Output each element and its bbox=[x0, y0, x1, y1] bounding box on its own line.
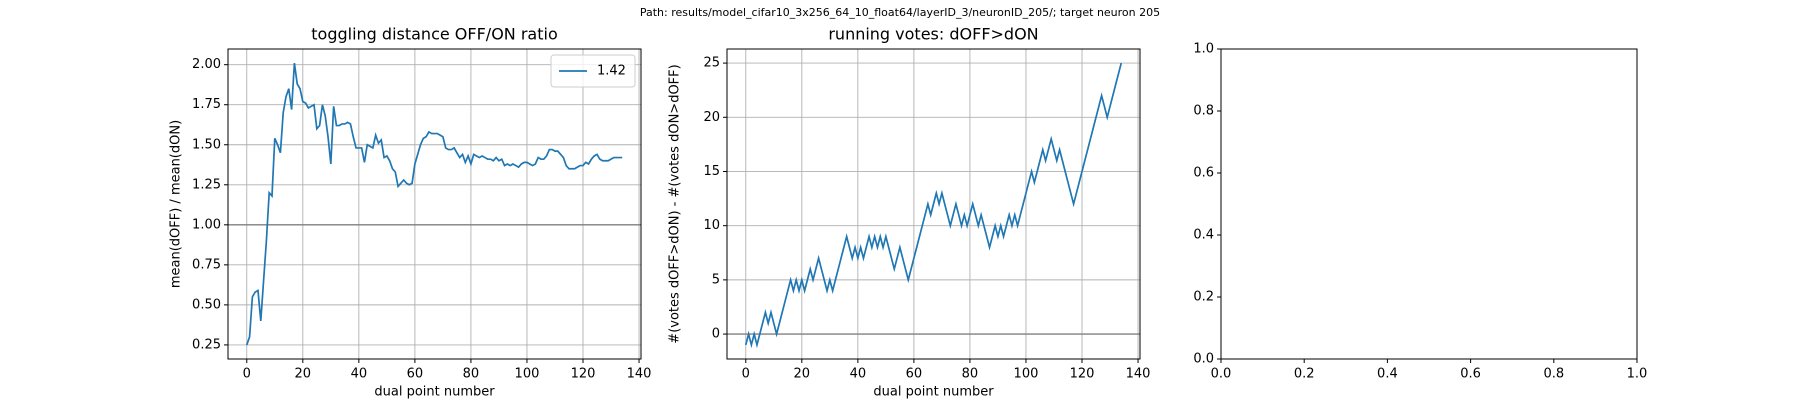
x-axis-label: dual point number bbox=[873, 385, 994, 400]
y-tick-label: 1.00 bbox=[192, 217, 221, 232]
x-tick-label: 20 bbox=[794, 367, 811, 382]
y-tick-label: 1.25 bbox=[192, 177, 221, 192]
x-tick-label: 60 bbox=[906, 367, 923, 382]
x-tick-label: 0 bbox=[742, 367, 750, 382]
y-tick-label: 5 bbox=[712, 272, 720, 287]
x-tick-label: 0.8 bbox=[1543, 367, 1564, 382]
x-tick-label: 0.6 bbox=[1460, 367, 1481, 382]
data-line bbox=[744, 62, 1123, 349]
x-tick-label: 40 bbox=[850, 367, 867, 382]
x-tick-label: 80 bbox=[962, 367, 979, 382]
y-tick-label: 0.0 bbox=[1193, 352, 1214, 367]
y-tick-label: 0.6 bbox=[1193, 166, 1214, 181]
y-tick-label: 0 bbox=[712, 327, 720, 342]
y-tick-label: 0.50 bbox=[192, 297, 221, 312]
y-tick-label: 1.75 bbox=[192, 97, 221, 112]
data-line bbox=[245, 62, 623, 346]
legend-box bbox=[550, 54, 636, 88]
y-tick-label: 0.2 bbox=[1193, 290, 1214, 305]
x-tick-label: 20 bbox=[295, 367, 312, 382]
y-tick-label: 1.0 bbox=[1193, 42, 1214, 57]
y-tick-label: 10 bbox=[703, 218, 720, 233]
suptitle: Path: results/model_cifar10_3x256_64_10_… bbox=[640, 6, 1160, 19]
axes-title: running votes: dOFF>dON bbox=[828, 25, 1038, 44]
y-tick-label: 0.25 bbox=[192, 337, 221, 352]
axes-frame bbox=[227, 48, 642, 360]
x-tick-label: 140 bbox=[627, 367, 652, 382]
axes-title: toggling distance OFF/ON ratio bbox=[311, 25, 557, 44]
x-tick-label: 0.0 bbox=[1211, 367, 1232, 382]
y-tick-label: 0.75 bbox=[192, 257, 221, 272]
x-tick-label: 1.0 bbox=[1627, 367, 1648, 382]
x-tick-label: 60 bbox=[407, 367, 424, 382]
x-tick-label: 120 bbox=[1070, 367, 1095, 382]
y-tick-label: 20 bbox=[703, 110, 720, 125]
y-tick-label: 15 bbox=[703, 164, 720, 179]
y-tick-label: 0.4 bbox=[1193, 228, 1214, 243]
x-tick-label: 40 bbox=[351, 367, 368, 382]
y-axis-label: #(votes dOFF>dON) - #(votes dON>dOFF) bbox=[668, 64, 683, 343]
axes-frame bbox=[1220, 48, 1638, 360]
x-tick-label: 0.2 bbox=[1294, 367, 1315, 382]
x-tick-label: 140 bbox=[1126, 367, 1151, 382]
x-tick-label: 100 bbox=[1014, 367, 1039, 382]
y-tick-label: 1.50 bbox=[192, 137, 221, 152]
x-tick-label: 120 bbox=[571, 367, 596, 382]
y-tick-label: 25 bbox=[703, 56, 720, 71]
legend-label: 1.42 bbox=[597, 64, 626, 79]
y-axis-label: mean(dOFF) / mean(dON) bbox=[169, 120, 184, 288]
y-tick-label: 0.8 bbox=[1193, 104, 1214, 119]
y-tick-label: 2.00 bbox=[192, 57, 221, 72]
x-tick-label: 100 bbox=[515, 367, 540, 382]
x-axis-label: dual point number bbox=[374, 385, 495, 400]
x-tick-label: 80 bbox=[463, 367, 480, 382]
axes-frame bbox=[726, 48, 1141, 360]
x-tick-label: 0.4 bbox=[1377, 367, 1398, 382]
x-tick-label: 0 bbox=[243, 367, 251, 382]
